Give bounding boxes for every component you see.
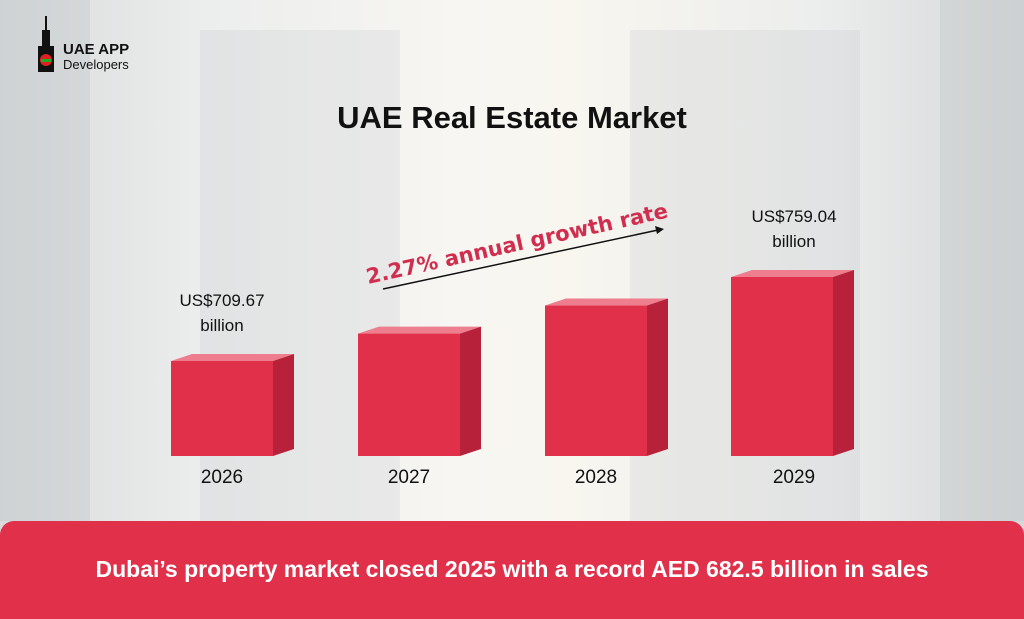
footer-banner-text: Dubai’s property market closed 2025 with… <box>95 556 929 582</box>
chart-title: UAE Real Estate Market <box>337 100 687 135</box>
growth-arrow-head-icon <box>655 226 664 234</box>
logo-line1: UAE APP <box>63 41 130 58</box>
data-label-unit: billion <box>200 316 243 335</box>
bar-front-face <box>358 333 460 456</box>
bar-front-face <box>731 277 833 456</box>
bar-side-face <box>647 298 668 456</box>
x-tick-label: 2026 <box>201 467 243 488</box>
data-label-unit: billion <box>772 232 815 251</box>
bar-front-face <box>171 361 273 456</box>
bar-side-face <box>273 354 294 456</box>
data-label-value: US$759.04 <box>751 207 836 226</box>
logo-line2: Developers <box>63 57 129 72</box>
bar-top-face <box>731 270 854 277</box>
bar-side-face <box>460 326 481 456</box>
growth-arrow-line <box>382 229 659 290</box>
bar-2027: 2027 <box>358 326 481 488</box>
background-building-left <box>0 0 90 521</box>
bar-front-face <box>545 305 647 456</box>
background-building-right <box>940 0 1024 521</box>
bar-2028: 2028 <box>545 298 668 488</box>
bar-top-face <box>358 326 481 334</box>
bar-side-face <box>833 270 854 456</box>
data-label-value: US$709.67 <box>179 291 264 310</box>
growth-annotation: 2.27% annual growth rate <box>364 199 670 290</box>
logo: UAE APP Developers <box>34 16 129 72</box>
bar-top-face <box>171 354 294 361</box>
bar-top-face <box>545 298 668 306</box>
bar-2026: 2026 <box>171 354 294 488</box>
bar-chart: 2026 2027 2028 2029 US$709.67 billion US$759.0… <box>171 199 854 488</box>
burj-khalifa-logo-icon <box>38 16 54 72</box>
growth-annotation-text: 2.27% annual growth rate <box>364 199 670 289</box>
x-tick-label: 2029 <box>773 467 815 488</box>
x-tick-label: 2027 <box>388 467 430 488</box>
footer-banner <box>0 521 1024 619</box>
x-tick-label: 2028 <box>575 467 617 488</box>
bar-2029: 2029 <box>731 270 854 488</box>
